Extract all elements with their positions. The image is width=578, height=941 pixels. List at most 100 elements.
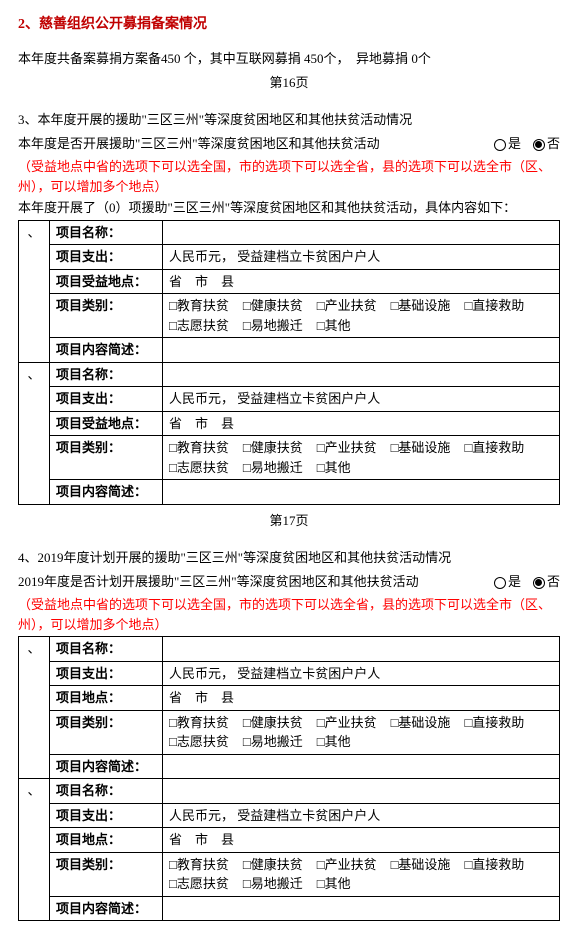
lbl-spend: 项目支出： xyxy=(50,387,163,412)
val-cat[interactable]: □教育扶贫 □健康扶贫 □产业扶贫 □基础设施 □直接救助 □志愿扶贫 □易地搬迁 □其他 xyxy=(163,852,560,896)
chk[interactable]: □基础设施 xyxy=(391,438,451,458)
chk[interactable]: □直接救助 xyxy=(464,438,524,458)
chk[interactable]: □志愿扶贫 xyxy=(169,458,229,478)
s3-radio-yes[interactable]: 是 xyxy=(494,134,521,154)
chk[interactable]: □志愿扶贫 xyxy=(169,316,229,336)
lbl-benefit-loc: 项目受益地点： xyxy=(50,269,163,294)
val-desc[interactable] xyxy=(163,480,560,505)
chk[interactable]: □其他 xyxy=(317,458,351,478)
lbl-cat: 项目类别： xyxy=(50,852,163,896)
section4-question: 2019年度是否计划开展援助"三区三州"等深度贫困地区和其他扶贫活动 xyxy=(18,572,482,592)
lbl-cat: 项目类别： xyxy=(50,294,163,338)
lbl-name: 项目名称： xyxy=(50,220,163,245)
chk[interactable]: □志愿扶贫 xyxy=(169,874,229,894)
section4-heading: 4、2019年度计划开展的援助"三区三州"等深度贫困地区和其他扶贫活动情况 xyxy=(18,548,560,568)
chk[interactable]: □其他 xyxy=(317,316,351,336)
chk[interactable]: □志愿扶贫 xyxy=(169,732,229,752)
lbl-name: 项目名称： xyxy=(50,779,163,804)
chk[interactable]: □基础设施 xyxy=(391,713,451,733)
section2-title: 2、慈善组织公开募捐备案情况 xyxy=(18,14,560,35)
s4-no-label: 否 xyxy=(547,574,560,589)
val-desc[interactable] xyxy=(163,754,560,779)
lbl-loc: 项目地点： xyxy=(50,828,163,853)
chk[interactable]: □其他 xyxy=(317,732,351,752)
val-loc: 省 市 县 xyxy=(163,828,560,853)
chk[interactable]: □基础设施 xyxy=(391,296,451,316)
lbl-spend: 项目支出： xyxy=(50,661,163,686)
s2-offsite-label: 异地募捐 xyxy=(356,51,408,66)
chk[interactable]: □易地搬迁 xyxy=(243,732,303,752)
chk[interactable]: □健康扶贫 xyxy=(243,713,303,733)
val-cat[interactable]: □教育扶贫 □健康扶贫 □产业扶贫 □基础设施 □直接救助 □志愿扶贫 □易地搬迁 □其他 xyxy=(163,710,560,754)
lbl-loc: 项目地点： xyxy=(50,686,163,711)
val-name[interactable] xyxy=(163,779,560,804)
chk[interactable]: □基础设施 xyxy=(391,855,451,875)
chk[interactable]: □产业扶贫 xyxy=(317,438,377,458)
val-loc: 省 市 县 xyxy=(163,411,560,436)
lbl-spend: 项目支出： xyxy=(50,803,163,828)
chk[interactable]: □产业扶贫 xyxy=(317,296,377,316)
chk[interactable]: □教育扶贫 xyxy=(169,855,229,875)
chk[interactable]: □教育扶贫 xyxy=(169,438,229,458)
lbl-name: 项目名称： xyxy=(50,637,163,662)
val-loc: 省 市 县 xyxy=(163,269,560,294)
s4-radio-no[interactable]: 否 xyxy=(533,572,560,592)
lbl-desc: 项目内容简述： xyxy=(50,754,163,779)
chk[interactable]: □易地搬迁 xyxy=(243,874,303,894)
s4-radio-yes[interactable]: 是 xyxy=(494,572,521,592)
val-spend: 人民币元， 受益建档立卡贫困户户人 xyxy=(163,803,560,828)
chk[interactable]: □产业扶贫 xyxy=(317,855,377,875)
row-index: 、 xyxy=(19,637,50,779)
section3-intro: 本年度开展了（0）项援助"三区三州"等深度贫困地区和其他扶贫活动，具体内容如下： xyxy=(18,198,560,218)
chk[interactable]: □直接救助 xyxy=(464,713,524,733)
lbl-desc: 项目内容简述： xyxy=(50,338,163,363)
lbl-cat: 项目类别： xyxy=(50,436,163,480)
s2-unit: 个，其中互联网募捐 xyxy=(184,51,301,66)
chk[interactable]: □健康扶贫 xyxy=(243,855,303,875)
page-17: 第17页 xyxy=(18,511,560,531)
val-spend: 人民币元， 受益建档立卡贫困户户人 xyxy=(163,387,560,412)
section2-summary: 本年度共备案募捐方案备450 个，其中互联网募捐 450个， 异地募捐 0个 xyxy=(18,49,560,69)
val-loc: 省 市 县 xyxy=(163,686,560,711)
lbl-spend: 项目支出： xyxy=(50,245,163,270)
row-index: 、 xyxy=(19,220,50,362)
val-desc[interactable] xyxy=(163,896,560,921)
val-name[interactable] xyxy=(163,220,560,245)
val-cat[interactable]: □教育扶贫 □健康扶贫 □产业扶贫 □基础设施 □直接救助 □志愿扶贫 □易地搬迁 □其他 xyxy=(163,436,560,480)
chk[interactable]: □直接救助 xyxy=(464,296,524,316)
val-spend: 人民币元， 受益建档立卡贫困户户人 xyxy=(163,245,560,270)
chk[interactable]: □产业扶贫 xyxy=(317,713,377,733)
val-desc[interactable] xyxy=(163,338,560,363)
val-cat[interactable]: □教育扶贫 □健康扶贫 □产业扶贫 □基础设施 □直接救助 □志愿扶贫 □易地搬迁 □其他 xyxy=(163,294,560,338)
s2-offsite: 0个 xyxy=(411,51,431,66)
val-spend: 人民币元， 受益建档立卡贫困户户人 xyxy=(163,661,560,686)
row-index: 、 xyxy=(19,779,50,921)
row-index: 、 xyxy=(19,362,50,504)
section4-note: （受益地点中省的选项下可以选全国，市的选项下可以选全省，县的选项下可以选全市（区… xyxy=(18,595,560,634)
section3-note: （受益地点中省的选项下可以选全国，市的选项下可以选全省，县的选项下可以选全市（区… xyxy=(18,157,560,196)
section3-heading: 3、本年度开展的援助"三区三州"等深度贫困地区和其他扶贫活动情况 xyxy=(18,110,560,130)
s3-radio-no[interactable]: 否 xyxy=(533,134,560,154)
lbl-name: 项目名称： xyxy=(50,362,163,387)
s2-internet: 450个， xyxy=(304,51,350,66)
lbl-desc: 项目内容简述： xyxy=(50,480,163,505)
chk[interactable]: □教育扶贫 xyxy=(169,296,229,316)
lbl-cat: 项目类别： xyxy=(50,710,163,754)
chk[interactable]: □其他 xyxy=(317,874,351,894)
s3-yes-label: 是 xyxy=(508,136,521,151)
s3-table: 、 项目名称： 项目支出： 人民币元， 受益建档立卡贫困户户人 项目受益地点： … xyxy=(18,220,560,505)
s2-prefix: 本年度共备案募捐方案备 xyxy=(18,51,161,66)
lbl-desc: 项目内容简述： xyxy=(50,896,163,921)
lbl-benefit-loc: 项目受益地点： xyxy=(50,411,163,436)
chk[interactable]: □健康扶贫 xyxy=(243,438,303,458)
s4-yes-label: 是 xyxy=(508,574,521,589)
chk[interactable]: □教育扶贫 xyxy=(169,713,229,733)
s4-table: 、 项目名称： 项目支出： 人民币元， 受益建档立卡贫困户户人 项目地点： 省 … xyxy=(18,636,560,921)
val-name[interactable] xyxy=(163,637,560,662)
chk[interactable]: □直接救助 xyxy=(464,855,524,875)
chk[interactable]: □易地搬迁 xyxy=(243,316,303,336)
val-name[interactable] xyxy=(163,362,560,387)
chk[interactable]: □健康扶贫 xyxy=(243,296,303,316)
chk[interactable]: □易地搬迁 xyxy=(243,458,303,478)
section3-question: 本年度是否开展援助"三区三州"等深度贫困地区和其他扶贫活动 xyxy=(18,134,482,154)
